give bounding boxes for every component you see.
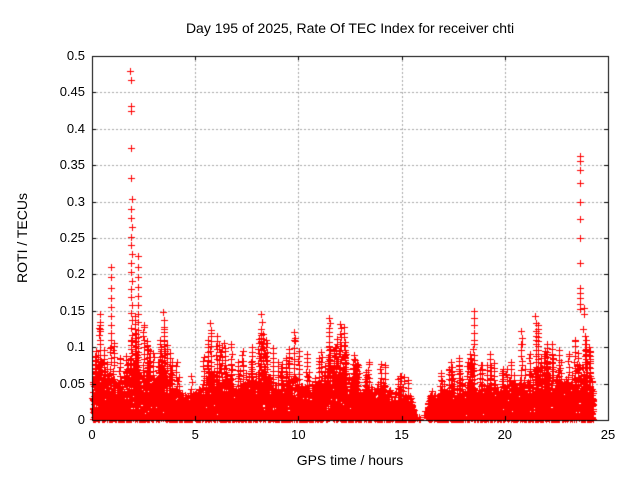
chart-title: Day 195 of 2025, Rate Of TEC Index for r… bbox=[185, 20, 515, 36]
x-tick-label: 0 bbox=[88, 427, 96, 442]
x-tick-label: 20 bbox=[497, 427, 513, 442]
x-tick-label: 10 bbox=[291, 427, 306, 442]
x-tick-label: 15 bbox=[394, 427, 409, 442]
y-tick-label: 0.5 bbox=[66, 48, 85, 63]
y-tick-label: 0.4 bbox=[66, 120, 85, 136]
y-tick-label: 0.35 bbox=[59, 157, 85, 173]
y-tick-label: 0.05 bbox=[59, 375, 85, 391]
x-tick-label: 5 bbox=[191, 427, 199, 442]
y-tick-label: 0.25 bbox=[59, 230, 85, 245]
y-tick-label: 0.15 bbox=[59, 302, 85, 318]
y-tick-label: 0.45 bbox=[59, 84, 85, 100]
x-axis-label: GPS time / hours bbox=[296, 452, 404, 468]
x-tick-label: 25 bbox=[600, 427, 616, 442]
y-tick-label: 0 bbox=[77, 412, 85, 427]
y-tick-label: 0.1 bbox=[66, 339, 85, 355]
y-tick-label: 0.2 bbox=[66, 266, 85, 282]
y-tick-label: 0.3 bbox=[66, 193, 85, 209]
